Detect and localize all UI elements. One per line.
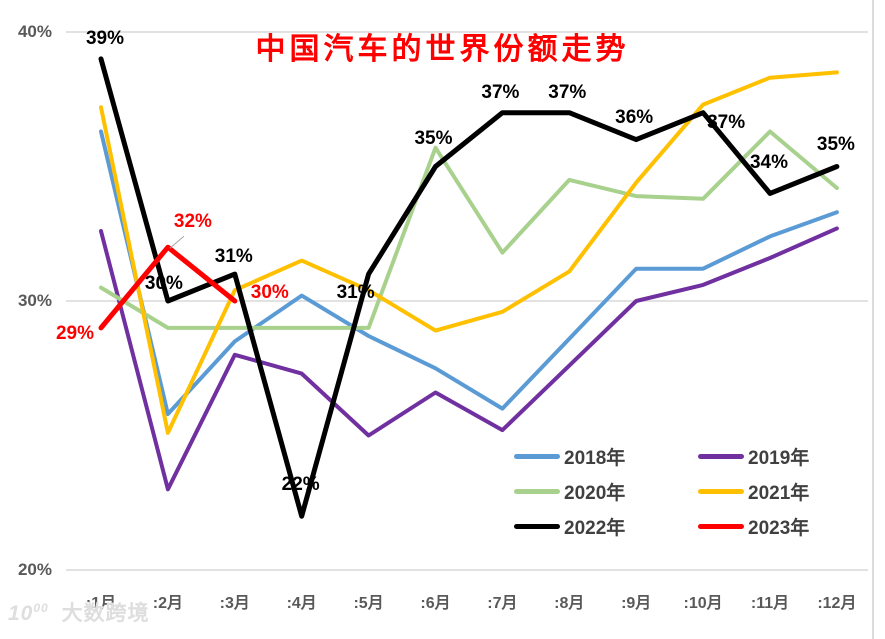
legend-item-2020年: 2020年 [514,479,698,504]
y-axis-tick: 20% [17,560,52,579]
x-axis-tick: :1月 [85,595,117,612]
data-label-2023年: 29% [55,322,95,344]
data-label-2023年: 32% [173,211,212,233]
data-label-2022年: 31% [336,282,375,304]
label-leader-line [169,235,185,249]
data-label-2022年: 37% [481,81,520,103]
legend-swatch-icon [698,523,744,529]
data-label-2022年: 37% [548,81,587,103]
data-label-2022年: 34% [749,152,789,174]
legend-label: 2019年 [748,447,810,469]
chart-legend: 2018年 2019年 2020年 2021年 2022年 2023年 [514,444,882,539]
legend-item-2023年: 2023年 [698,514,882,539]
data-label-2023年: 30% [250,282,289,303]
y-axis-tick: 40% [17,22,52,41]
page-edge-divider [872,0,874,639]
x-axis-tick: :8月 [554,595,585,612]
legend-item-2018年: 2018年 [514,444,698,469]
x-axis-tick: :4月 [286,595,317,612]
data-label-2022年: 37% [707,111,746,133]
legend-item-2021年: 2021年 [698,479,882,504]
legend-swatch-icon [514,488,560,494]
legend-item-2019年: 2019年 [698,444,882,469]
watermark-logo-icon: 1000 [8,601,49,625]
x-axis-tick: :11月 [750,595,790,612]
series-line-2019年 [99,226,839,492]
legend-label: 2022年 [564,517,626,539]
legend-swatch-icon [514,523,560,529]
series-line-2022年 [98,56,840,519]
data-label-2022年: 30% [144,273,183,294]
x-axis-tick: :5月 [353,595,384,612]
legend-swatch-icon [698,488,744,494]
legend-label: 2021年 [748,482,810,504]
data-label-2022年: 35% [414,127,453,149]
watermark: 1000 大数跨境 [8,597,150,627]
x-axis-tick: :10月 [683,595,723,612]
data-label-2022年: 22% [281,474,320,496]
x-axis-tick: :6月 [420,595,451,612]
data-label-2022年: 39% [85,27,125,49]
y-axis-tick: 30% [17,291,52,310]
legend-label: 2023年 [748,517,810,539]
legend-item-2022年: 2022年 [514,514,698,539]
series-line-2018年 [99,129,839,416]
data-label-2022年: 35% [816,133,855,155]
legend-label: 2020年 [564,482,626,504]
data-label-2022年: 36% [615,106,654,128]
watermark-text: 大数跨境 [61,602,150,625]
x-axis-tick: :3月 [219,595,250,612]
x-axis-tick: :9月 [621,595,652,612]
legend-swatch-icon [514,453,560,459]
chart-title: 中国汽车的世界份额走势 [255,33,630,66]
series-line-2021年 [99,70,839,435]
data-label-2022年: 31% [214,246,253,268]
series-line-2020年 [99,129,839,330]
series-line-2023年 [98,244,238,331]
x-axis-tick: :7月 [487,595,518,612]
legend-label: 2018年 [564,447,626,469]
x-axis-tick: :2月 [152,595,183,612]
legend-swatch-icon [698,453,744,459]
x-axis-tick: :12月 [817,595,857,612]
